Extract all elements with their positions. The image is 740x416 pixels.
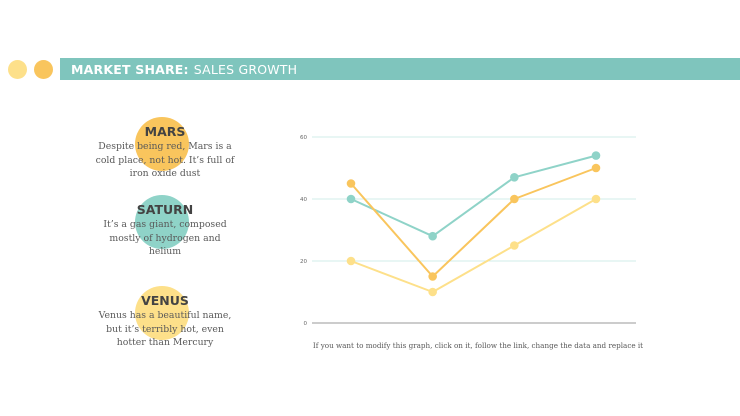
decorative-dot-yellow [8, 60, 27, 79]
series-1-point-3 [591, 163, 601, 173]
venus-circle [135, 286, 189, 340]
series-2-point-1 [428, 287, 437, 297]
series-2-line [350, 198, 597, 293]
y-tick-label-40: 40 [300, 197, 307, 203]
title-banner: MARKET SHARE: SALES GROWTH [60, 58, 740, 80]
series-1-line [350, 167, 597, 278]
series-1-point-1 [428, 272, 437, 281]
series-0-line [350, 154, 597, 238]
legend-item-mars: MARS Despite being red, Mars is a cold p… [94, 117, 236, 181]
legend-item-saturn: SATURN It’s a gas giant, composed mostly… [94, 195, 236, 259]
legend-item-venus: VENUS Venus has a beautiful name, but it… [94, 286, 236, 350]
title-rest: SALES GROWTH [193, 61, 298, 77]
decorative-dot-orange [34, 60, 53, 79]
series-0-point-0 [346, 194, 356, 204]
series-0-point-3 [591, 151, 601, 160]
venus-title: VENUS [141, 293, 189, 308]
mars-description: Despite being red, Mars is a cold place,… [95, 141, 235, 180]
saturn-circle [135, 195, 189, 249]
series-1-point-2 [510, 194, 519, 204]
series-2-point-0 [346, 256, 356, 266]
saturn-title: SATURN [136, 202, 194, 217]
mars-title: MARS [144, 124, 186, 139]
venus-description: Venus has a beautiful name, but it’s ter… [98, 310, 232, 349]
series-1-point-0 [346, 179, 356, 188]
y-tick-label-0: 0 [304, 321, 308, 327]
y-tick-label-60: 60 [300, 135, 307, 141]
series-0-point-2 [510, 173, 519, 182]
mars-circle [135, 117, 189, 171]
series-2-point-2 [510, 241, 519, 250]
series-0-point-1 [428, 231, 437, 241]
series-2-point-3 [591, 194, 601, 204]
line-chart[interactable]: 0 20 40 60 [290, 125, 650, 335]
saturn-description: It’s a gas giant, composed mostly of hyd… [103, 219, 227, 258]
y-tick-label-20: 20 [300, 259, 307, 265]
title-bold: MARKET SHARE: [71, 61, 189, 77]
chart-footnote: If you want to modify this graph, click … [312, 341, 644, 350]
